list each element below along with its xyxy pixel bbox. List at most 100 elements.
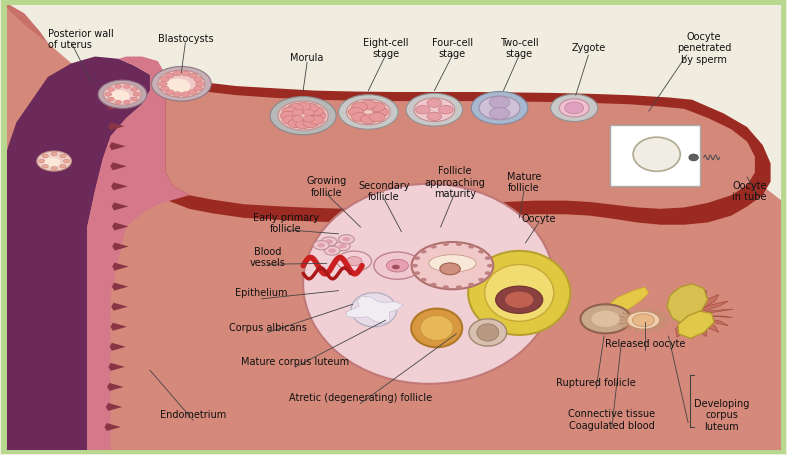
Circle shape (321, 238, 337, 247)
Circle shape (161, 87, 169, 91)
Circle shape (152, 67, 211, 102)
Circle shape (309, 108, 324, 116)
Circle shape (369, 113, 385, 122)
Circle shape (98, 81, 147, 109)
Circle shape (37, 152, 72, 172)
Circle shape (296, 121, 311, 130)
Text: Endometrium: Endometrium (160, 410, 227, 420)
Circle shape (346, 257, 362, 266)
Polygon shape (690, 290, 707, 316)
Circle shape (303, 120, 318, 128)
Circle shape (164, 79, 190, 94)
Circle shape (412, 264, 418, 268)
Polygon shape (87, 57, 189, 454)
Circle shape (64, 160, 70, 163)
Circle shape (131, 98, 137, 102)
Polygon shape (109, 363, 125, 371)
Text: Epithelium: Epithelium (235, 288, 288, 298)
Circle shape (438, 106, 453, 115)
Circle shape (104, 84, 142, 106)
Polygon shape (690, 316, 719, 333)
Circle shape (131, 88, 137, 92)
Polygon shape (111, 183, 127, 191)
Circle shape (124, 101, 130, 105)
Circle shape (352, 113, 368, 122)
Circle shape (416, 106, 430, 115)
Circle shape (133, 93, 140, 97)
Circle shape (51, 167, 57, 171)
Polygon shape (676, 290, 690, 316)
Text: Morula: Morula (290, 52, 323, 62)
Circle shape (124, 86, 130, 89)
Circle shape (109, 91, 130, 103)
Circle shape (485, 257, 491, 260)
Circle shape (60, 165, 66, 169)
Circle shape (270, 97, 336, 136)
Circle shape (280, 112, 295, 121)
Text: Connective tissue
Coagulated blood: Connective tissue Coagulated blood (568, 408, 656, 430)
Polygon shape (107, 103, 124, 111)
Ellipse shape (303, 184, 555, 384)
Ellipse shape (429, 255, 476, 273)
Circle shape (313, 241, 329, 250)
Circle shape (189, 91, 197, 96)
Circle shape (373, 108, 389, 117)
Polygon shape (110, 323, 127, 331)
Polygon shape (105, 423, 121, 431)
Polygon shape (107, 383, 124, 391)
Circle shape (581, 304, 630, 334)
Circle shape (346, 100, 390, 126)
Circle shape (592, 311, 619, 327)
Text: Released oocyte: Released oocyte (604, 338, 685, 348)
Circle shape (369, 103, 385, 112)
Text: Ruptured follicle: Ruptured follicle (556, 378, 636, 388)
Circle shape (303, 116, 314, 123)
Circle shape (443, 286, 449, 289)
Ellipse shape (351, 293, 397, 327)
Circle shape (374, 253, 421, 280)
Polygon shape (685, 316, 697, 339)
Circle shape (420, 278, 427, 282)
Circle shape (440, 263, 460, 275)
Circle shape (158, 71, 205, 98)
Circle shape (443, 243, 449, 247)
Circle shape (195, 82, 204, 87)
Circle shape (181, 92, 190, 97)
Circle shape (490, 108, 510, 120)
Text: Blood
vessels: Blood vessels (249, 246, 286, 268)
Circle shape (338, 235, 354, 244)
Ellipse shape (626, 311, 660, 329)
Circle shape (478, 278, 485, 282)
Circle shape (283, 108, 297, 116)
Text: Oocyte: Oocyte (522, 213, 556, 223)
Text: Oocyte
penetrated
by sperm: Oocyte penetrated by sperm (677, 32, 731, 65)
Ellipse shape (411, 309, 462, 348)
Polygon shape (1, 57, 150, 454)
Polygon shape (676, 316, 690, 338)
Polygon shape (112, 223, 128, 231)
Text: Developing
corpus
luteum: Developing corpus luteum (694, 398, 749, 431)
Circle shape (161, 77, 169, 82)
Ellipse shape (468, 251, 571, 335)
Circle shape (414, 99, 455, 122)
Polygon shape (690, 316, 728, 326)
Text: Atretic (degenerating) follicle: Atretic (degenerating) follicle (289, 392, 432, 402)
Circle shape (108, 88, 114, 92)
Circle shape (338, 244, 346, 249)
Circle shape (479, 97, 520, 121)
Text: Four-cell
stage: Four-cell stage (432, 38, 473, 59)
Circle shape (551, 95, 598, 122)
Polygon shape (667, 284, 708, 327)
Polygon shape (112, 203, 128, 211)
Circle shape (43, 158, 61, 168)
Circle shape (392, 265, 400, 270)
Ellipse shape (420, 316, 453, 341)
Circle shape (427, 113, 442, 121)
Circle shape (311, 112, 326, 121)
Circle shape (414, 257, 420, 260)
Circle shape (430, 283, 437, 287)
Polygon shape (690, 316, 733, 318)
Polygon shape (105, 83, 122, 91)
Ellipse shape (485, 265, 554, 322)
Circle shape (420, 250, 427, 254)
